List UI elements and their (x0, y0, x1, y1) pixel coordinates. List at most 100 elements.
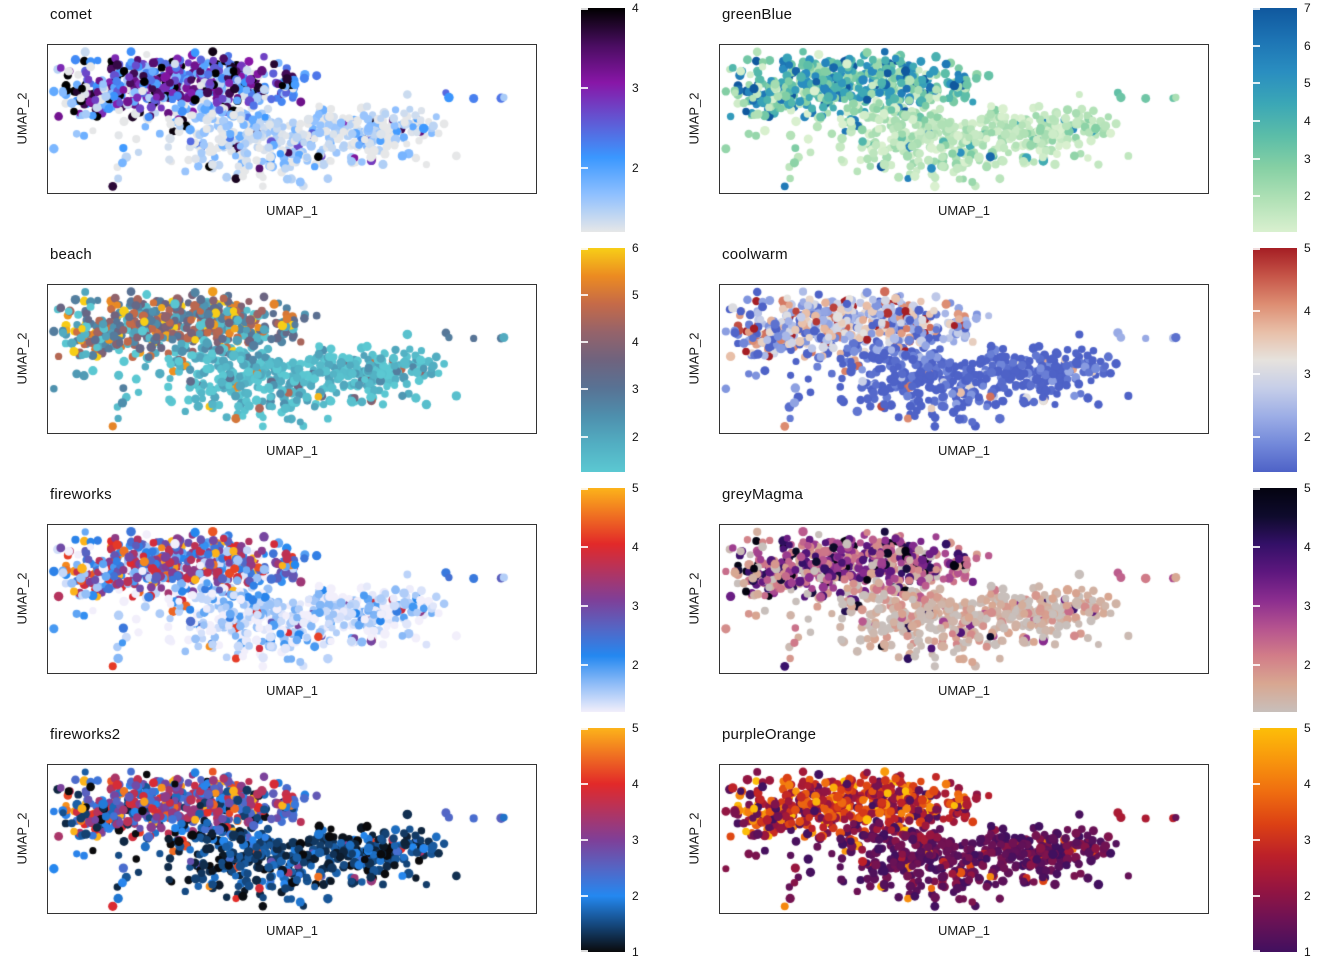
colorbar-tick (581, 839, 588, 841)
colorbar (581, 728, 625, 952)
colorbar-tick-label: 2 (632, 161, 639, 175)
x-axis-label: UMAP_1 (265, 923, 319, 938)
colorbar-area: 2 3 4 5 6 7 (1253, 1, 1325, 238)
y-axis-label: UMAP_2 (686, 332, 702, 385)
colorbar-tick (581, 435, 588, 438)
umap-panel: coolwarm UMAP_2 UMAP_1 2 3 4 5 (672, 240, 1344, 480)
colorbar-tick (1253, 488, 1260, 490)
panel-title: fireworks2 (50, 726, 121, 743)
colorbar-tick (1253, 373, 1260, 376)
colorbar-tick (581, 488, 588, 490)
x-axis-label: UMAP_1 (937, 443, 991, 458)
umap-panel: beach UMAP_2 UMAP_1 2 3 4 5 6 (0, 240, 672, 480)
colorbar-tick-label: 5 (1304, 721, 1311, 735)
y-axis-label: UMAP_2 (14, 332, 30, 385)
colorbar-tick-label: 3 (632, 382, 639, 397)
panel-title: greenBlue (722, 6, 793, 23)
colorbar-tick-label: 5 (1304, 241, 1311, 255)
colorbar-area: 2 3 4 5 (1253, 481, 1325, 718)
colorbar-tick-label: 3 (1304, 598, 1311, 613)
colorbar-tick (1253, 895, 1260, 897)
colorbar-tick (581, 728, 588, 730)
x-axis-label: UMAP_1 (265, 443, 319, 458)
scatter-canvas (48, 45, 536, 193)
panel-title: beach (50, 246, 92, 263)
plot-area (719, 764, 1209, 914)
colorbar-tick (1253, 310, 1260, 313)
colorbar (1253, 728, 1297, 952)
colorbar-tick-label: 3 (632, 833, 639, 847)
colorbar-tick-label: 2 (1304, 657, 1311, 672)
plot-area (47, 44, 537, 194)
colorbar-tick (581, 167, 588, 169)
colorbar-tick (1253, 839, 1260, 841)
x-axis-label: UMAP_1 (937, 923, 991, 938)
plot-area (719, 284, 1209, 434)
panel-title: purpleOrange (722, 726, 817, 743)
colorbar-tick-label: 3 (1304, 151, 1311, 166)
colorbar-tick-label: 5 (1304, 481, 1311, 495)
colorbar-tick-label: 2 (1304, 189, 1311, 204)
colorbar-tick (581, 950, 588, 952)
colorbar-tick-label: 5 (1304, 76, 1311, 91)
scatter-canvas (720, 525, 1208, 673)
x-axis-label: UMAP_1 (937, 203, 991, 218)
colorbar-area: 1 2 3 4 5 (581, 721, 653, 959)
y-axis-label: UMAP_2 (14, 572, 30, 625)
scatter-canvas (48, 285, 536, 433)
colorbar-tick (1253, 119, 1260, 122)
panel-title: fireworks (50, 486, 112, 503)
colorbar-tick-label: 1 (1304, 945, 1311, 959)
colorbar-tick (1253, 44, 1260, 47)
colorbar-tick-label: 4 (632, 1, 639, 15)
colorbar-tick (581, 294, 588, 297)
colorbar-tick (1253, 157, 1260, 160)
colorbar-tick-label: 4 (632, 335, 639, 350)
colorbar-tick-label: 3 (1304, 833, 1311, 847)
scatter-canvas (720, 285, 1208, 433)
colorbar (581, 488, 625, 712)
y-axis-label: UMAP_2 (14, 92, 30, 145)
plot-area (47, 284, 537, 434)
colorbar-tick (581, 604, 588, 607)
colorbar-tick-label: 2 (632, 657, 639, 672)
colorbar-tick-label: 3 (1304, 367, 1311, 382)
colorbar-tick (581, 545, 588, 548)
x-axis-label: UMAP_1 (937, 683, 991, 698)
colorbar-area: 1 2 3 4 5 (1253, 721, 1325, 959)
colorbar-tick (1253, 545, 1260, 548)
scatter-canvas (48, 525, 536, 673)
colorbar-tick (1253, 950, 1260, 952)
colorbar-area: 2 3 4 (581, 1, 653, 238)
y-axis-label: UMAP_2 (686, 572, 702, 625)
colorbar-tick-label: 5 (632, 481, 639, 495)
panel-title: greyMagma (722, 486, 803, 503)
colorbar-tick-label: 2 (632, 889, 639, 903)
colorbar-tick (581, 87, 588, 89)
plot-area (47, 524, 537, 674)
colorbar-tick (581, 8, 588, 10)
umap-panel: fireworks2 UMAP_2 UMAP_1 1 2 3 4 5 (0, 720, 672, 960)
panel-title: coolwarm (722, 246, 788, 263)
colorbar-tick (1253, 436, 1260, 439)
y-axis-label: UMAP_2 (686, 92, 702, 145)
colorbar-tick (581, 895, 588, 897)
colorbar-tick-label: 3 (632, 598, 639, 613)
colorbar-area: 2 3 4 5 (1253, 241, 1325, 478)
plot-area (47, 764, 537, 914)
colorbar-area: 2 3 4 5 (581, 481, 653, 718)
colorbar-tick-label: 2 (1304, 889, 1311, 903)
colorbar-tick (1253, 82, 1260, 85)
colorbar (581, 8, 625, 232)
colorbar (581, 248, 625, 472)
colorbar-area: 2 3 4 5 6 (581, 241, 653, 478)
scatter-canvas (720, 45, 1208, 193)
colorbar (1253, 8, 1297, 232)
colorbar-tick (581, 341, 588, 344)
colorbar-tick-label: 6 (632, 241, 639, 255)
umap-panel: greenBlue UMAP_2 UMAP_1 2 3 4 5 6 7 (672, 0, 1344, 240)
colorbar-tick (581, 388, 588, 391)
colorbar-tick (581, 783, 588, 785)
colorbar-tick-label: 4 (632, 777, 639, 791)
colorbar-tick (1253, 8, 1260, 10)
